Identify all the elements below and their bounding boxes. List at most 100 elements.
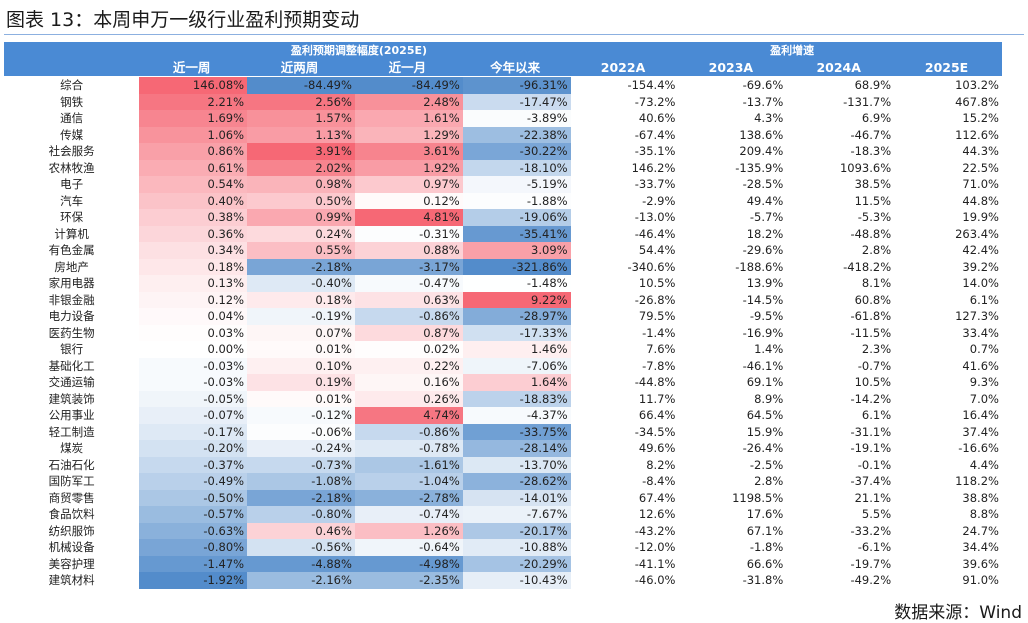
cell-1w: -0.03% — [139, 374, 248, 391]
cell-2022a: 8.2% — [646, 457, 676, 472]
table-body: 综合 146.08% -84.49% -84.49% -96.31% -154.4% -69… — [4, 77, 1002, 589]
cell-2025e: 19.9% — [962, 210, 999, 224]
cell-1m: 0.26% — [354, 390, 463, 407]
cell-1m: -0.74% — [354, 506, 463, 523]
cell-2w: 1.57% — [247, 110, 355, 127]
cell-2w: 0.01% — [247, 391, 355, 408]
cell-2024a: -33.2% — [850, 523, 892, 538]
cell-2023a: 1.4% — [754, 342, 784, 356]
cell-2022a: -35.1% — [634, 144, 676, 158]
cell-2025e: 118.2% — [955, 474, 999, 488]
cell-2023a: 15.9% — [746, 424, 784, 439]
cell-2025e: 24.7% — [962, 523, 999, 538]
cell-2025e: 44.8% — [962, 193, 999, 208]
title-divider — [4, 34, 1024, 35]
industry-name: 石油石化 — [48, 457, 95, 472]
cell-1w: 0.54% — [139, 176, 248, 193]
cell-2023a: 4.3% — [754, 111, 784, 125]
cell-2022a: 49.6% — [638, 441, 676, 455]
cell-2022a: 12.6% — [638, 507, 676, 521]
table-row: 轻工制造 -0.17% -0.06% -0.86% -33.75% -34.5% 15.9%… — [4, 423, 1002, 440]
cell-2024a: -37.4% — [850, 474, 892, 488]
cell-2025e: 9.3% — [969, 375, 999, 389]
cell-2022a: -41.1% — [634, 556, 676, 571]
cell-2022a: -46.0% — [634, 573, 676, 587]
cell-ytd: -19.06% — [462, 209, 571, 226]
industry-name: 电子 — [60, 177, 84, 191]
cell-1w: 2.21% — [139, 93, 248, 110]
industry-name: 计算机 — [54, 226, 89, 241]
cell-2023a: 138.6% — [739, 127, 784, 142]
cell-2023a: 18.2% — [746, 226, 784, 241]
cell-2025e: 16.4% — [962, 408, 999, 422]
table-row: 医药生物 0.03% 0.07% 0.87% -17.33% -1.4% -16.9% -11… — [4, 324, 1002, 341]
cell-2024a: -48.8% — [850, 226, 892, 241]
industry-name: 轻工制造 — [48, 424, 95, 439]
cell-1w: 0.03% — [207, 325, 245, 340]
cell-2024a: 1093.6% — [839, 160, 892, 175]
industry-name: 美容护理 — [48, 556, 95, 571]
cell-ytd: -5.19% — [462, 176, 571, 193]
cell-2025e: 103.2% — [955, 78, 999, 92]
industry-name: 非银金融 — [48, 292, 95, 307]
cell-2w: 0.55% — [247, 242, 355, 259]
cell-1w: 0.38% — [139, 209, 248, 226]
cell-1w: 1.06% — [139, 126, 248, 143]
header-2023a: 2023A — [708, 60, 754, 75]
cell-2024a: -14.2% — [850, 391, 892, 406]
cell-2024a: 6.1% — [861, 408, 892, 422]
cell-1w: -0.57% — [139, 506, 248, 523]
cell-ytd: 9.22% — [462, 291, 571, 308]
cell-2022a: -43.2% — [634, 523, 676, 538]
cell-1m: 0.16% — [354, 374, 463, 391]
table-row: 家用电器 0.13% -0.40% -0.47% -1.48% 10.5% 13.9% 8.1… — [4, 275, 1002, 292]
cell-2022a: 11.7% — [638, 391, 676, 406]
cell-2024a: -49.2% — [850, 573, 892, 587]
cell-2w: -0.06% — [311, 424, 352, 439]
cell-1w: -0.17% — [139, 423, 248, 440]
cell-ytd: -7.67% — [462, 506, 571, 523]
cell-2w: -2.16% — [247, 572, 355, 589]
industry-name: 国防军工 — [48, 474, 95, 488]
table-row: 国防军工 -0.49% -1.08% -1.04% -28.62% -8.4% 2.8% -3… — [4, 473, 1002, 490]
cell-ytd: -18.83% — [462, 390, 571, 407]
cell-2024a: 60.8% — [854, 292, 892, 307]
cell-2022a: -73.2% — [634, 94, 676, 109]
cell-2w: -0.56% — [247, 539, 355, 556]
cell-1w: -0.03% — [139, 357, 248, 374]
cell-1m: 0.97% — [354, 176, 463, 193]
industry-name: 医药生物 — [48, 325, 95, 340]
cell-2025e: 71.0% — [962, 177, 999, 191]
table-row: 公用事业 -0.07% -0.12% 4.74% -4.37% 66.4% 64.5% 6.1… — [4, 407, 1002, 424]
table-row: 基础化工 -0.03% 0.10% 0.22% -7.06% -7.8% -46.1% -0.… — [4, 357, 1002, 374]
table-row: 计算机 0.36% 0.24% -0.31% -35.41% -46.4% 18.2% -48… — [4, 225, 1002, 242]
industry-name: 纺织服饰 — [48, 523, 95, 538]
cell-1m: 0.22% — [354, 357, 463, 374]
cell-2w: -4.88% — [247, 555, 355, 572]
cell-2w: -2.18% — [247, 489, 355, 506]
cell-2024a: -11.5% — [850, 325, 892, 340]
cell-1m: 2.48% — [354, 93, 463, 110]
cell-1w: 0.04% — [139, 308, 247, 325]
cell-2w: 0.50% — [247, 192, 355, 209]
cell-2w: 2.02% — [247, 159, 355, 176]
cell-2023a: -29.6% — [742, 243, 784, 257]
cell-2w: -0.73% — [247, 456, 355, 473]
table-header-row: 近一周 近两周 近一月 今年以来 2022A 2023A 2024A 2025E — [4, 59, 1002, 77]
industry-name: 汽车 — [60, 193, 84, 208]
cell-2024a: -31.1% — [850, 424, 892, 439]
cell-1m: -0.78% — [354, 440, 463, 457]
table-row: 钢铁 2.21% 2.56% 2.48% -17.47% -73.2% -13.7% -131… — [4, 93, 1002, 110]
cell-1m: -0.64% — [354, 539, 463, 556]
cell-2022a: -33.7% — [634, 177, 676, 191]
cell-2023a: -13.7% — [742, 94, 784, 109]
industry-name: 房地产 — [54, 259, 89, 274]
cell-1m: 0.87% — [354, 324, 463, 341]
header-1m: 近一月 — [388, 60, 427, 75]
header-2024a: 2024A — [816, 60, 861, 75]
cell-1w: -0.20% — [139, 440, 248, 457]
industry-name: 机械设备 — [48, 540, 95, 554]
cell-2024a: 2.3% — [861, 342, 892, 356]
cell-1m: -3.17% — [354, 258, 463, 275]
cell-2022a: -340.6% — [627, 259, 676, 274]
